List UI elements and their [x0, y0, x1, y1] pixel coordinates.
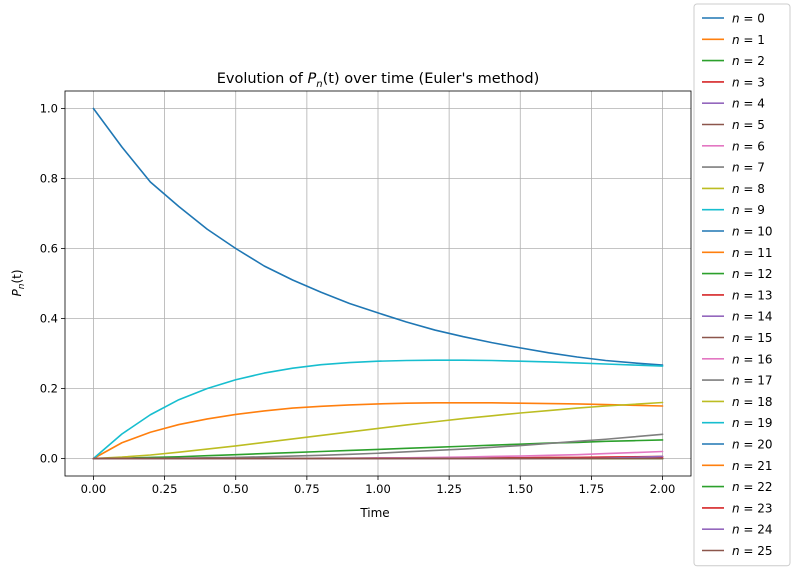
- x-tick-label: 1.25: [436, 482, 462, 496]
- legend-label: n = 17: [732, 374, 773, 388]
- legend: n = 0 n = 1 n = 2 n = 3 n = 4 n = 5 n = 6 n = 7…: [693, 3, 791, 567]
- ylabel-arg: (t): [10, 269, 24, 283]
- legend-label: n = 3: [732, 75, 765, 89]
- legend-frame: [693, 3, 791, 567]
- y-tick-label: 0.8: [40, 172, 58, 186]
- legend-label: n = 0: [732, 12, 765, 26]
- legend-label: n = 10: [732, 225, 773, 239]
- series-line: [92, 107, 664, 366]
- legend-label: n = 23: [732, 501, 773, 515]
- legend-label: n = 12: [732, 267, 773, 281]
- x-tick-label: 2.00: [650, 482, 676, 496]
- x-tick-label: 1.00: [365, 482, 391, 496]
- series-line: [92, 402, 664, 460]
- x-tick-label: 0.25: [152, 482, 178, 496]
- title-symbol: P: [308, 71, 317, 87]
- legend-label: n = 18: [732, 395, 773, 409]
- legend-label: n = 15: [732, 331, 773, 345]
- legend-label: n = 9: [732, 203, 765, 217]
- axis-ticks: 0.00 0.25 0.50 0.75 1.00 1.25 1.50 1.75 2.00 0.0 0…: [40, 102, 676, 497]
- y-tick-label: 0.2: [40, 382, 58, 396]
- series-lines: [92, 107, 664, 460]
- title-subscript: n: [316, 79, 322, 90]
- legend-label: n = 20: [732, 438, 773, 452]
- title-prefix: Evolution of: [217, 71, 308, 87]
- legend-label: n = 24: [732, 523, 773, 537]
- legend-label: n = 4: [732, 97, 765, 111]
- legend-label: n = 25: [732, 544, 773, 558]
- ylabel-symbol: P: [10, 289, 24, 297]
- legend-label: n = 22: [732, 480, 773, 494]
- x-tick-label: 0.50: [223, 482, 249, 496]
- x-axis-label: Time: [359, 506, 389, 520]
- legend-label: n = 2: [732, 54, 765, 68]
- legend-label: n = 13: [732, 288, 773, 302]
- y-tick-label: 1.0: [40, 102, 58, 116]
- legend-label: n = 8: [732, 182, 765, 196]
- legend-label: n = 14: [732, 310, 773, 324]
- legend-label: n = 19: [732, 416, 773, 430]
- ylabel-subscript: n: [17, 283, 27, 289]
- legend-label: n = 5: [732, 118, 765, 132]
- legend-label: n = 21: [732, 459, 773, 473]
- title-arg: (t): [323, 71, 340, 87]
- title-suffix: over time (Euler's method): [340, 71, 540, 87]
- series-line: [92, 401, 664, 460]
- x-tick-label: 1.75: [579, 482, 605, 496]
- y-tick-label: 0.4: [40, 312, 58, 326]
- legend-label: n = 7: [732, 161, 765, 175]
- series-line: [92, 359, 664, 460]
- chart-title: Evolution of Pn(t) over time (Euler's me…: [217, 71, 540, 90]
- legend-label: n = 16: [732, 352, 773, 366]
- x-tick-label: 0.00: [81, 482, 107, 496]
- y-tick-label: 0.0: [40, 452, 58, 466]
- y-axis-label: Pn(t): [10, 269, 27, 296]
- x-tick-label: 0.75: [294, 482, 320, 496]
- legend-label: n = 1: [732, 33, 765, 47]
- legend-label: n = 6: [732, 139, 765, 153]
- x-tick-label: 1.50: [507, 482, 533, 496]
- legend-label: n = 11: [732, 246, 773, 260]
- y-tick-label: 0.6: [40, 242, 58, 256]
